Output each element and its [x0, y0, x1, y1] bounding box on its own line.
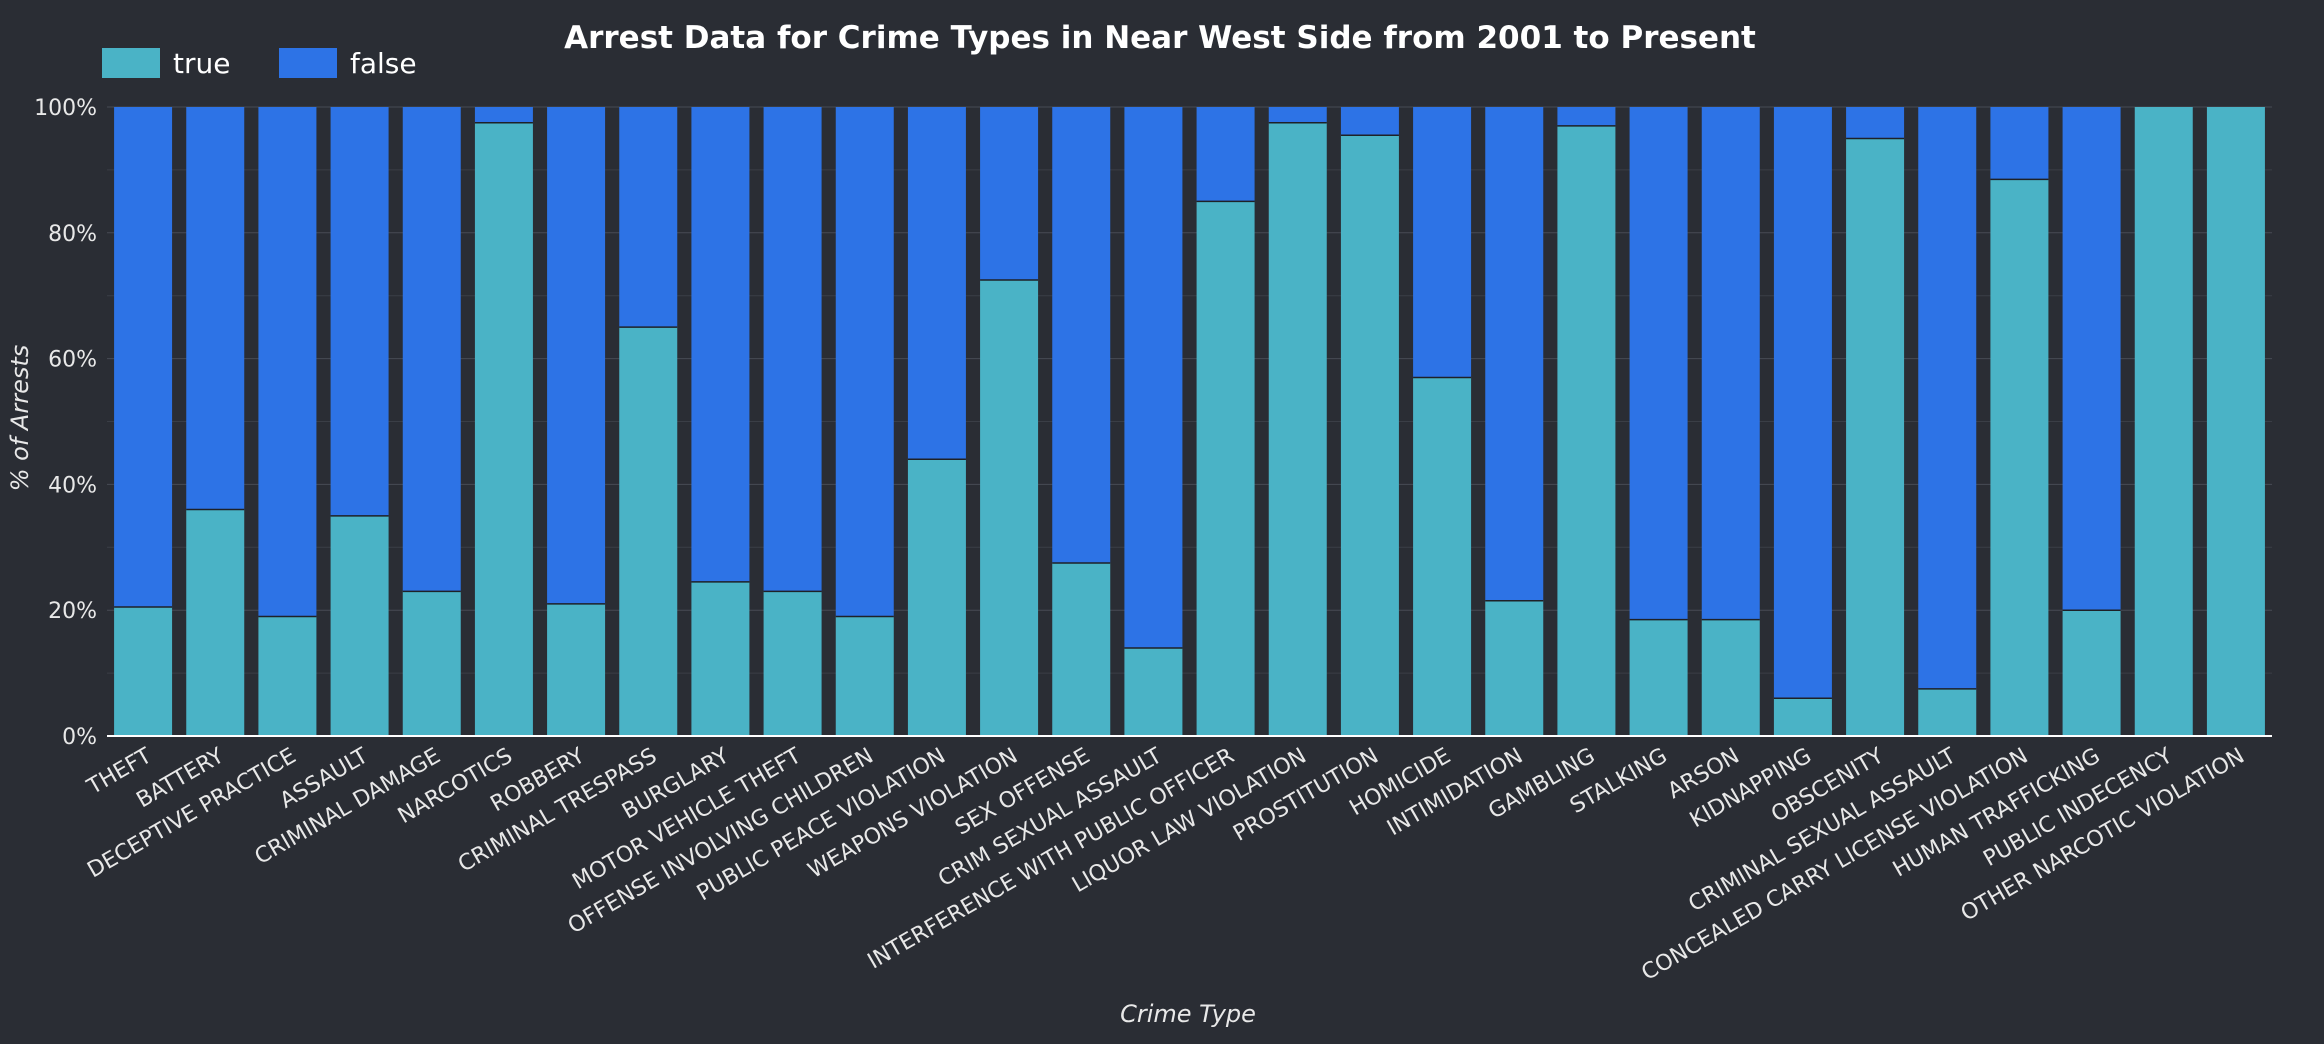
legend-label-false: false [350, 47, 417, 80]
x-axis-title: Crime Type [1120, 1000, 1256, 1028]
bar-segment-false [1124, 107, 1183, 648]
chart-title: Arrest Data for Crime Types in Near West… [564, 20, 1756, 56]
bar-segment-true [980, 279, 1039, 736]
bar-segment-false [1846, 107, 1905, 139]
y-tick-label: 60% [48, 348, 97, 373]
y-tick-label: 100% [34, 96, 97, 121]
bar-segment-false [1268, 107, 1327, 123]
bar-segment-true [258, 616, 317, 736]
bar-segment-false [1701, 107, 1760, 620]
bar-segment-true [1701, 619, 1760, 736]
bar-segment-true [1990, 179, 2049, 736]
bar-segment-true [474, 122, 533, 737]
bar-segment-false [1196, 107, 1255, 202]
bar-segment-false [1413, 107, 1472, 378]
bar-segment-false [1918, 107, 1977, 689]
bar-segment-false [474, 107, 533, 123]
bar-segment-false [1557, 107, 1616, 126]
legend: true false [102, 47, 417, 80]
bar-segment-false [1629, 107, 1688, 620]
y-axis-ticks: 0% 20% 40% 60% 80% 100% [34, 96, 97, 750]
bar-segment-false [691, 107, 750, 582]
y-tick-label: 0% [62, 725, 97, 750]
bar-segment-false [619, 107, 678, 328]
bar-segment-false [2062, 107, 2121, 611]
bar-segment-true [1846, 138, 1905, 736]
bar-segment-true [691, 581, 750, 736]
bar-segment-false [1990, 107, 2049, 180]
bar-segment-true [1413, 377, 1472, 736]
bar-segment-true [1196, 201, 1255, 737]
bar-segment-true [763, 591, 822, 736]
bar-segment-false [547, 107, 606, 604]
gridlines [107, 106, 2272, 737]
bar-segment-true [1629, 619, 1688, 736]
bar-segment-false [330, 107, 389, 516]
bar-segment-true [1340, 135, 1399, 736]
y-tick-label: 20% [48, 599, 97, 624]
bar-segment-false [114, 107, 173, 608]
bar-segment-false [1773, 107, 1832, 699]
bar-segment-true [907, 459, 966, 736]
legend-swatch-true [102, 48, 160, 78]
bars [114, 107, 2265, 737]
bar-segment-true [1268, 122, 1327, 737]
bar-segment-true [402, 591, 461, 736]
bar-segment-true [2134, 107, 2193, 736]
bar-segment-false [1052, 107, 1111, 564]
bar-segment-true [1773, 698, 1832, 736]
y-axis-title: % of Arrests [6, 345, 34, 492]
legend-swatch-false [279, 48, 337, 78]
y-tick-label: 80% [48, 222, 97, 247]
bar-segment-true [547, 603, 606, 736]
bar-segment-false [1485, 107, 1544, 601]
bar-segment-true [1485, 600, 1544, 736]
bar-segment-false [907, 107, 966, 460]
bar-segment-false [980, 107, 1039, 280]
bar-segment-false [763, 107, 822, 592]
bar-segment-true [835, 616, 894, 736]
bar-segment-false [835, 107, 894, 617]
bar-segment-false [258, 107, 317, 617]
bar-segment-true [1918, 688, 1977, 736]
bar-segment-false [1340, 107, 1399, 136]
legend-label-true: true [173, 47, 230, 80]
bar-segment-true [619, 327, 678, 736]
bar-segment-false [402, 107, 461, 592]
y-tick-label: 40% [48, 473, 97, 498]
bar-segment-true [330, 515, 389, 736]
bar-segment-true [114, 607, 173, 736]
bar-segment-true [1124, 647, 1183, 736]
bar-segment-false [186, 107, 245, 510]
bar-segment-true [2206, 107, 2265, 736]
bar-segment-true [1557, 125, 1616, 737]
bar-segment-true [1052, 563, 1111, 736]
bar-segment-true [2062, 610, 2121, 736]
bar-segment-true [186, 509, 245, 736]
